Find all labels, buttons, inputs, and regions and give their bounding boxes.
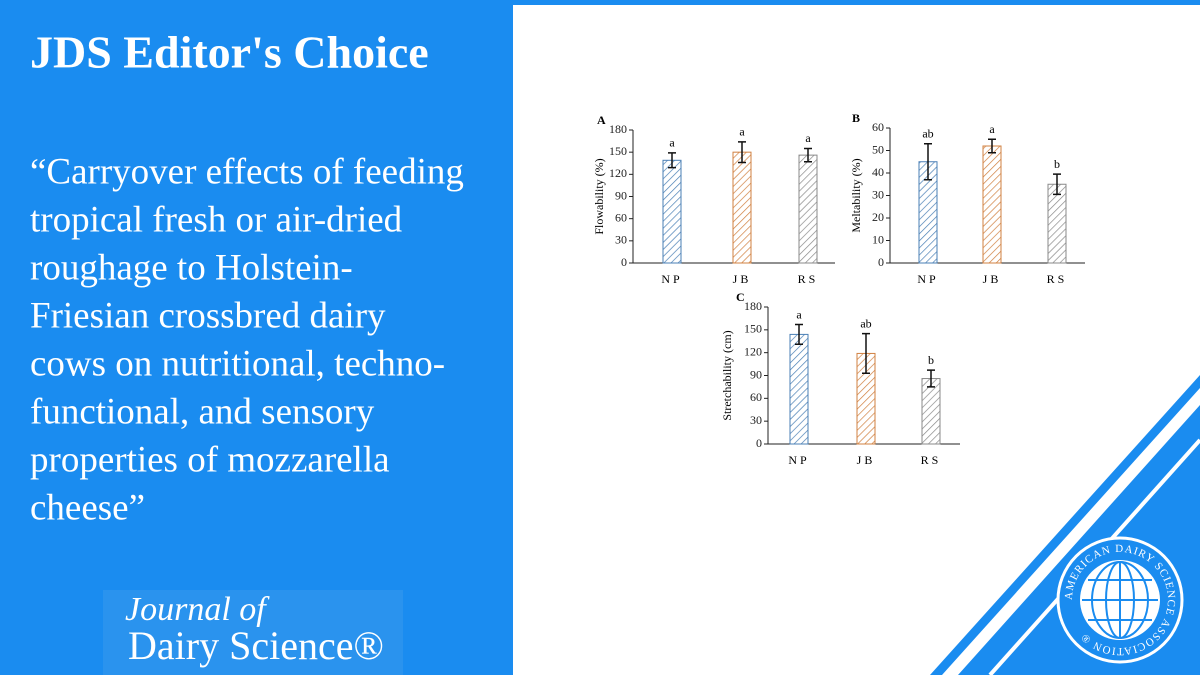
quote-line: Friesian crossbred dairy [30,295,386,336]
y-tick-label: 50 [872,142,884,156]
error-bar [668,152,676,169]
y-tick-label: 0 [756,436,762,450]
quote-line: properties of mozzarella [30,439,390,480]
significance-label: a [796,307,802,321]
y-axis-label: Meltability (%) [849,158,863,232]
significance-label: a [989,122,995,136]
error-bar [988,138,996,154]
quote-line: tropical fresh or air-dried [30,199,403,240]
y-tick-label: 90 [615,188,627,202]
significance-label: b [928,353,934,367]
left-panel [0,0,513,675]
quote-line: roughage to Holstein- [30,247,353,288]
quote: “Carryover effects of feeding tropical fr… [30,151,464,528]
y-tick-label: 60 [750,390,762,404]
y-tick-label: 10 [872,232,884,246]
quote-line: cheese” [30,487,145,528]
x-tick-label: RS [1047,272,1068,286]
significance-label: ab [922,127,933,141]
title: JDS Editor's Choice [30,27,429,78]
x-tick-label: NP [788,453,809,467]
y-tick-label: 30 [615,233,627,247]
globe-lines [1082,561,1158,639]
y-tick-label: 60 [615,210,627,224]
bar [662,159,682,264]
y-tick-label: 30 [750,413,762,427]
bar [1047,183,1067,264]
y-tick-label: 20 [872,210,884,224]
y-tick-label: 180 [744,299,762,313]
bar [921,378,941,445]
panel-label: B [852,111,860,125]
panel-label: C [736,290,745,304]
x-tick-label: JB [857,453,876,467]
significance-label: a [739,125,745,139]
top-border [513,0,1200,5]
bar [732,151,752,264]
x-tick-label: RS [921,453,942,467]
x-tick-label: JB [983,272,1002,286]
journal-logo-line1: Journal of [125,591,270,628]
bar [789,333,809,445]
error-bar [795,323,803,346]
panel-label: A [597,113,606,127]
y-tick-label: 60 [872,120,884,134]
journal-logo-box [103,590,403,675]
error-bar [862,332,870,374]
x-tick-label: JB [733,272,752,286]
x-tick-label: NP [661,272,682,286]
significance-label: a [805,131,811,145]
y-tick-label: 120 [744,344,762,358]
stripe [930,375,1200,675]
y-tick-label: 150 [609,144,627,158]
y-tick-label: 150 [744,322,762,336]
quote-line: cows on nutritional, techno- [30,343,445,384]
significance-label: b [1054,157,1060,171]
x-tick-label: RS [798,272,819,286]
charts: A Flowability (%) 0 30 60 90 120 150 180 a NP a JB a R… [592,111,1085,467]
y-tick-label: 0 [878,255,884,269]
y-axis-label: Stretchability (cm) [720,330,734,420]
significance-label: a [669,136,675,150]
y-tick-label: 40 [872,165,884,179]
y-tick-label: 180 [609,122,627,136]
error-bar [804,147,812,163]
quote-line: functional, and sensory [30,391,375,432]
journal-logo-line2: Dairy Science® [128,623,384,668]
bar [798,154,818,264]
y-axis-label: Flowability (%) [592,158,606,234]
error-bar [1053,173,1061,196]
error-bar [927,369,935,388]
y-tick-label: 90 [750,367,762,381]
x-tick-label: NP [917,272,938,286]
quote-line: “Carryover effects of feeding [30,151,464,192]
y-tick-label: 120 [609,166,627,180]
significance-label: ab [860,316,871,330]
error-bar [924,143,932,181]
y-tick-label: 30 [872,187,884,201]
bar [982,145,1002,264]
y-tick-label: 0 [621,255,627,269]
error-bar [738,141,746,164]
